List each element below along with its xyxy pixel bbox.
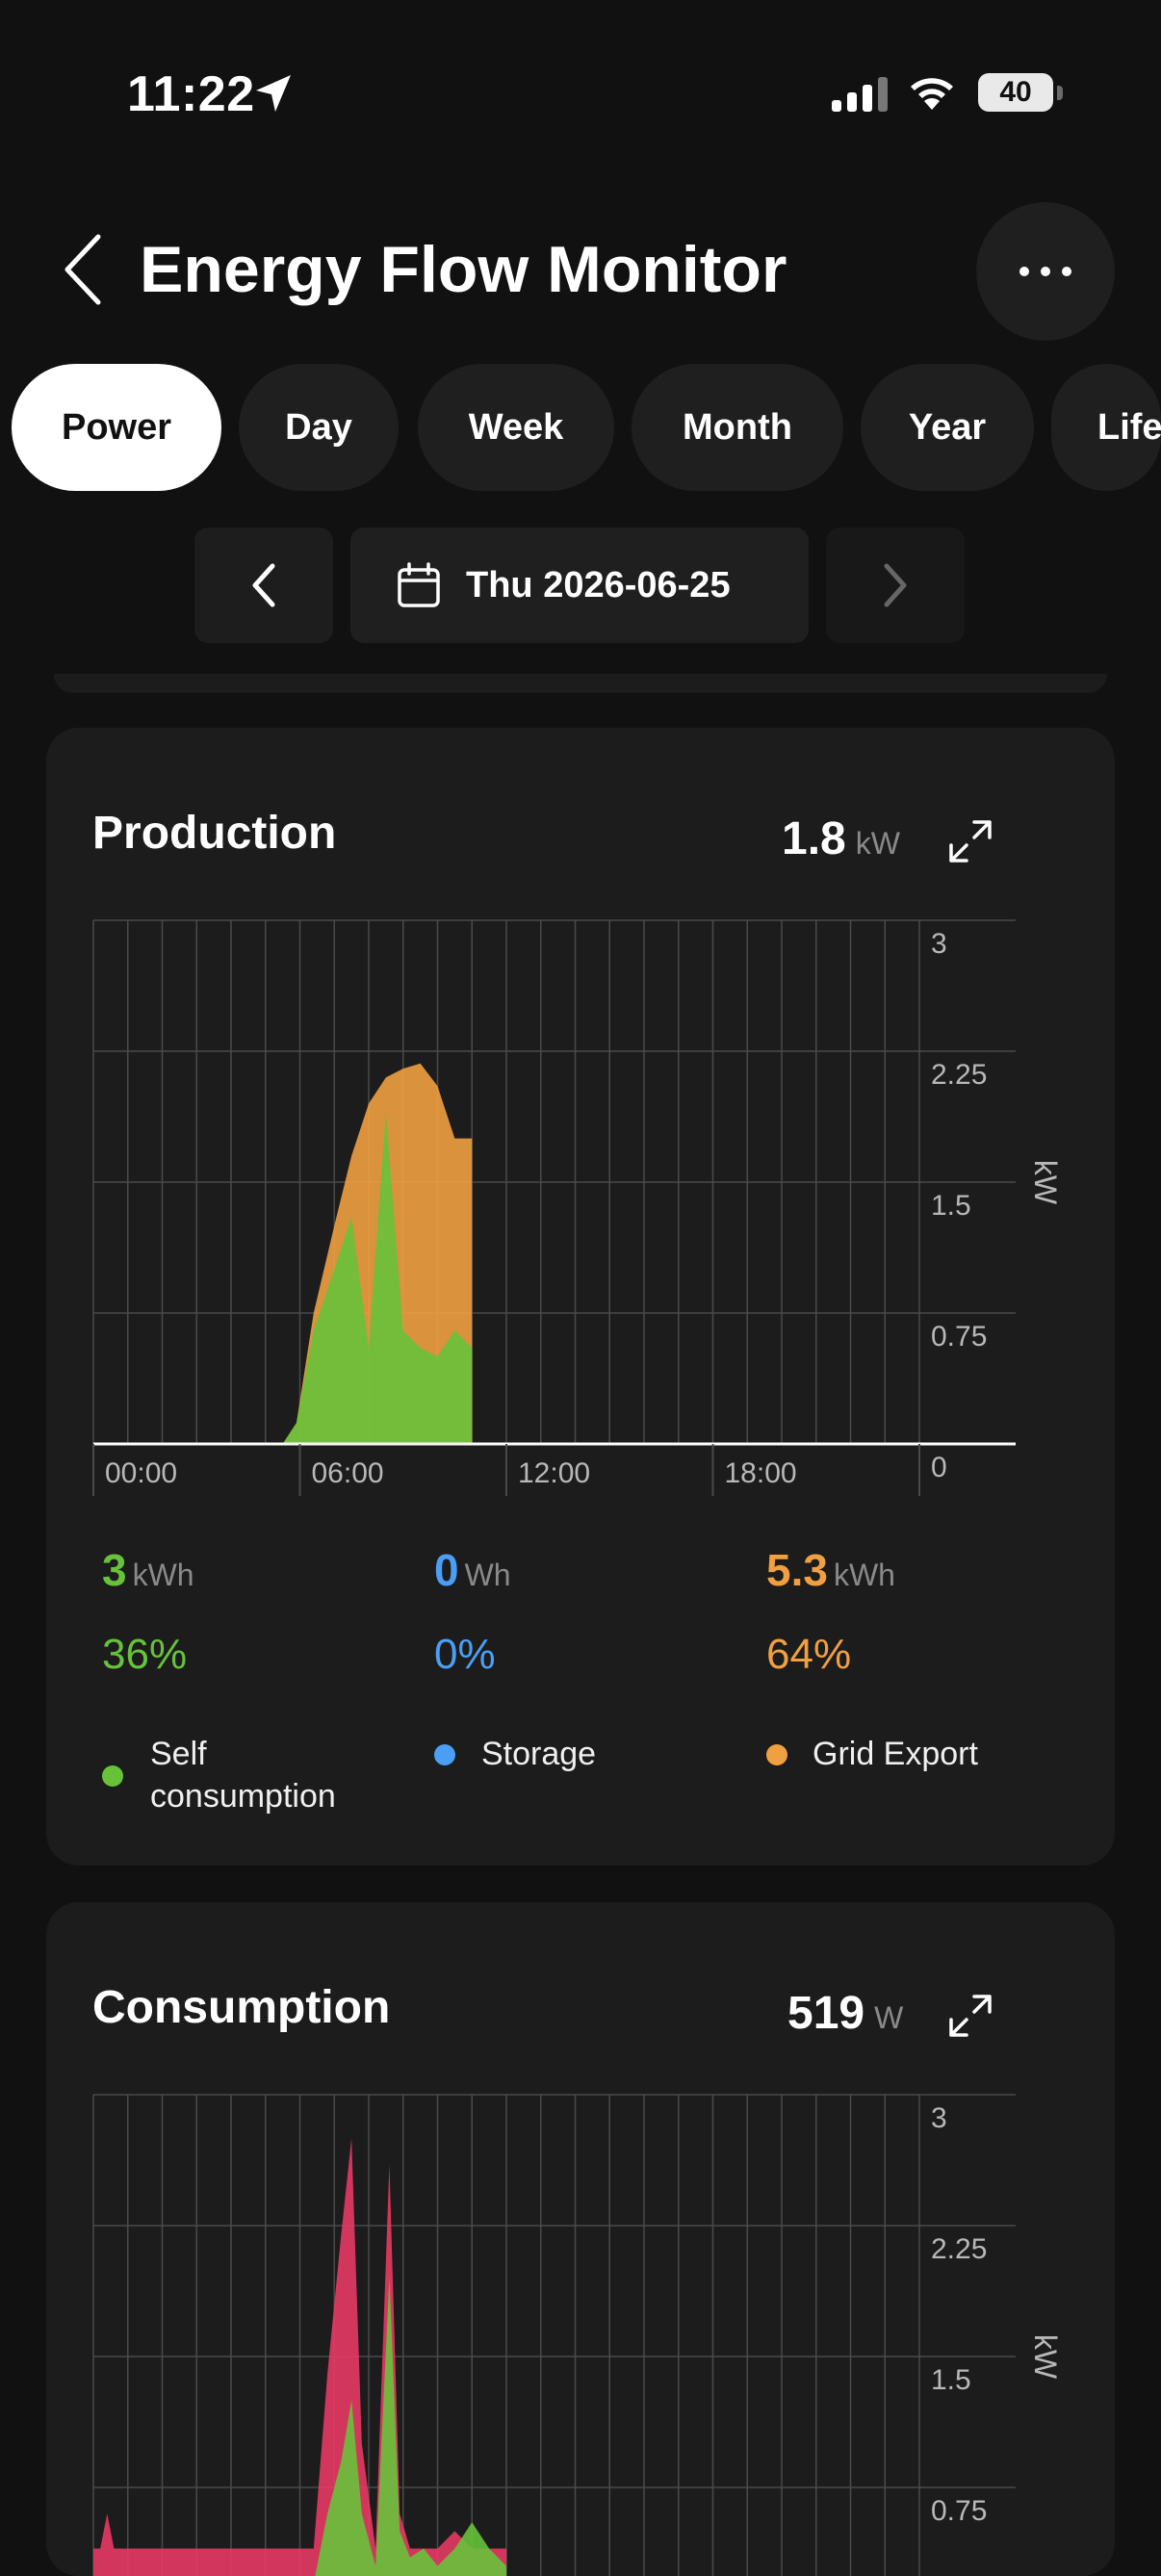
battery-indicator: 40 — [978, 73, 1063, 112]
production-chart: 3 2.25 1.5 0.75 0 kW 00:00 06:00 12:00 18:00 — [92, 919, 1063, 1496]
selected-date: Thu 2026-06-25 — [466, 564, 731, 605]
expand-icon[interactable] — [945, 1991, 995, 2041]
chevron-left-icon — [252, 563, 275, 607]
calendar-icon — [398, 562, 440, 607]
legend-dot-storage — [434, 1744, 455, 1765]
legend-storage: Storage — [481, 1736, 597, 1772]
stat-value: 3 — [102, 1545, 127, 1595]
cellular-signal-icon — [832, 77, 888, 112]
consumption-unit: W — [874, 2000, 904, 2035]
y-axis-label: kW — [1028, 2334, 1063, 2380]
stat-grid-export: 5.3 kWh — [766, 1544, 895, 1596]
page-title: Energy Flow Monitor — [140, 233, 787, 306]
consumption-value: 519 — [787, 1988, 865, 2039]
stat-self-consumption: 3 kWh — [102, 1544, 194, 1596]
y-tick-label: 1.5 — [931, 2364, 971, 2396]
battery-level: 40 — [978, 73, 1053, 112]
production-current-value: 1.8 kW — [782, 812, 900, 865]
stat-value: 0 — [434, 1545, 459, 1595]
legend-dot-self — [102, 1765, 123, 1787]
y-tick-label: 0.75 — [931, 1321, 987, 1352]
production-title: Production — [92, 808, 337, 859]
header: Energy Flow Monitor — [0, 193, 1161, 347]
y-tick-label: 2.25 — [931, 2233, 987, 2265]
expand-icon[interactable] — [945, 816, 995, 866]
consumption-chart: 3 2.25 1.5 0.75 kW — [92, 2094, 1063, 2576]
tab-power[interactable]: Power — [12, 364, 221, 491]
tab-day[interactable]: Day — [239, 364, 399, 491]
more-options-button[interactable] — [976, 202, 1115, 341]
back-chevron-icon[interactable] — [58, 231, 116, 308]
area-series-self-consumption — [93, 1112, 473, 1444]
legend-dot-grid-export — [766, 1744, 787, 1765]
ellipsis-icon — [1019, 267, 1071, 276]
consumption-card: Consumption 519 W 3 2.25 1.5 0.75 kW — [46, 1902, 1115, 2576]
y-tick-label: 2.25 — [931, 1059, 987, 1091]
consumption-title: Consumption — [92, 1982, 391, 2033]
tab-lifetime[interactable]: Lifetime — [1051, 364, 1161, 491]
tab-week[interactable]: Week — [418, 364, 614, 491]
consumption-current-value: 519 W — [787, 1987, 903, 2040]
wifi-icon — [911, 78, 953, 110]
previous-card-edge — [54, 674, 1107, 693]
production-value: 1.8 — [782, 813, 846, 864]
previous-date-button[interactable] — [194, 528, 333, 643]
chevron-right-icon — [884, 563, 907, 607]
stat-unit: kWh — [833, 1558, 895, 1592]
date-picker-button[interactable]: Thu 2026-06-25 — [350, 528, 809, 643]
status-bar: 11:22 40 — [0, 0, 1161, 193]
battery-tip — [1057, 86, 1063, 100]
stat-value: 5.3 — [766, 1545, 828, 1595]
stat-percent: 36% — [102, 1631, 188, 1678]
legend-grid-export: Grid Export — [813, 1736, 978, 1772]
stat-percent: 64% — [766, 1631, 852, 1678]
legend-self-consumption: Self consumption — [150, 1736, 336, 1815]
y-tick-label: 1.5 — [931, 1190, 971, 1222]
tab-year[interactable]: Year — [861, 364, 1034, 491]
next-date-button[interactable] — [826, 528, 965, 643]
production-card: Production 1.8 kW 3 2.25 1.5 0.75 0 kW 00:00 06:… — [46, 728, 1115, 1866]
y-tick-label: 0.75 — [931, 2495, 987, 2527]
x-tick-label: 00:00 — [105, 1457, 177, 1489]
x-tick-label: 18:00 — [725, 1457, 797, 1489]
tab-month[interactable]: Month — [632, 364, 843, 491]
status-time: 11:22 — [127, 66, 255, 122]
stat-unit: Wh — [464, 1558, 511, 1592]
production-unit: kW — [855, 826, 900, 861]
y-axis-label: kW — [1028, 1160, 1063, 1205]
y-tick-label: 3 — [931, 2102, 947, 2134]
y-tick-label: 3 — [931, 928, 947, 960]
x-tick-label: 06:00 — [312, 1457, 384, 1489]
location-arrow-icon — [256, 75, 291, 112]
stat-storage: 0 Wh — [434, 1544, 511, 1596]
x-tick-label: 12:00 — [518, 1457, 590, 1489]
stat-unit: kWh — [132, 1558, 194, 1592]
stat-percent: 0% — [434, 1631, 496, 1678]
y-tick-label: 0 — [931, 1452, 947, 1483]
